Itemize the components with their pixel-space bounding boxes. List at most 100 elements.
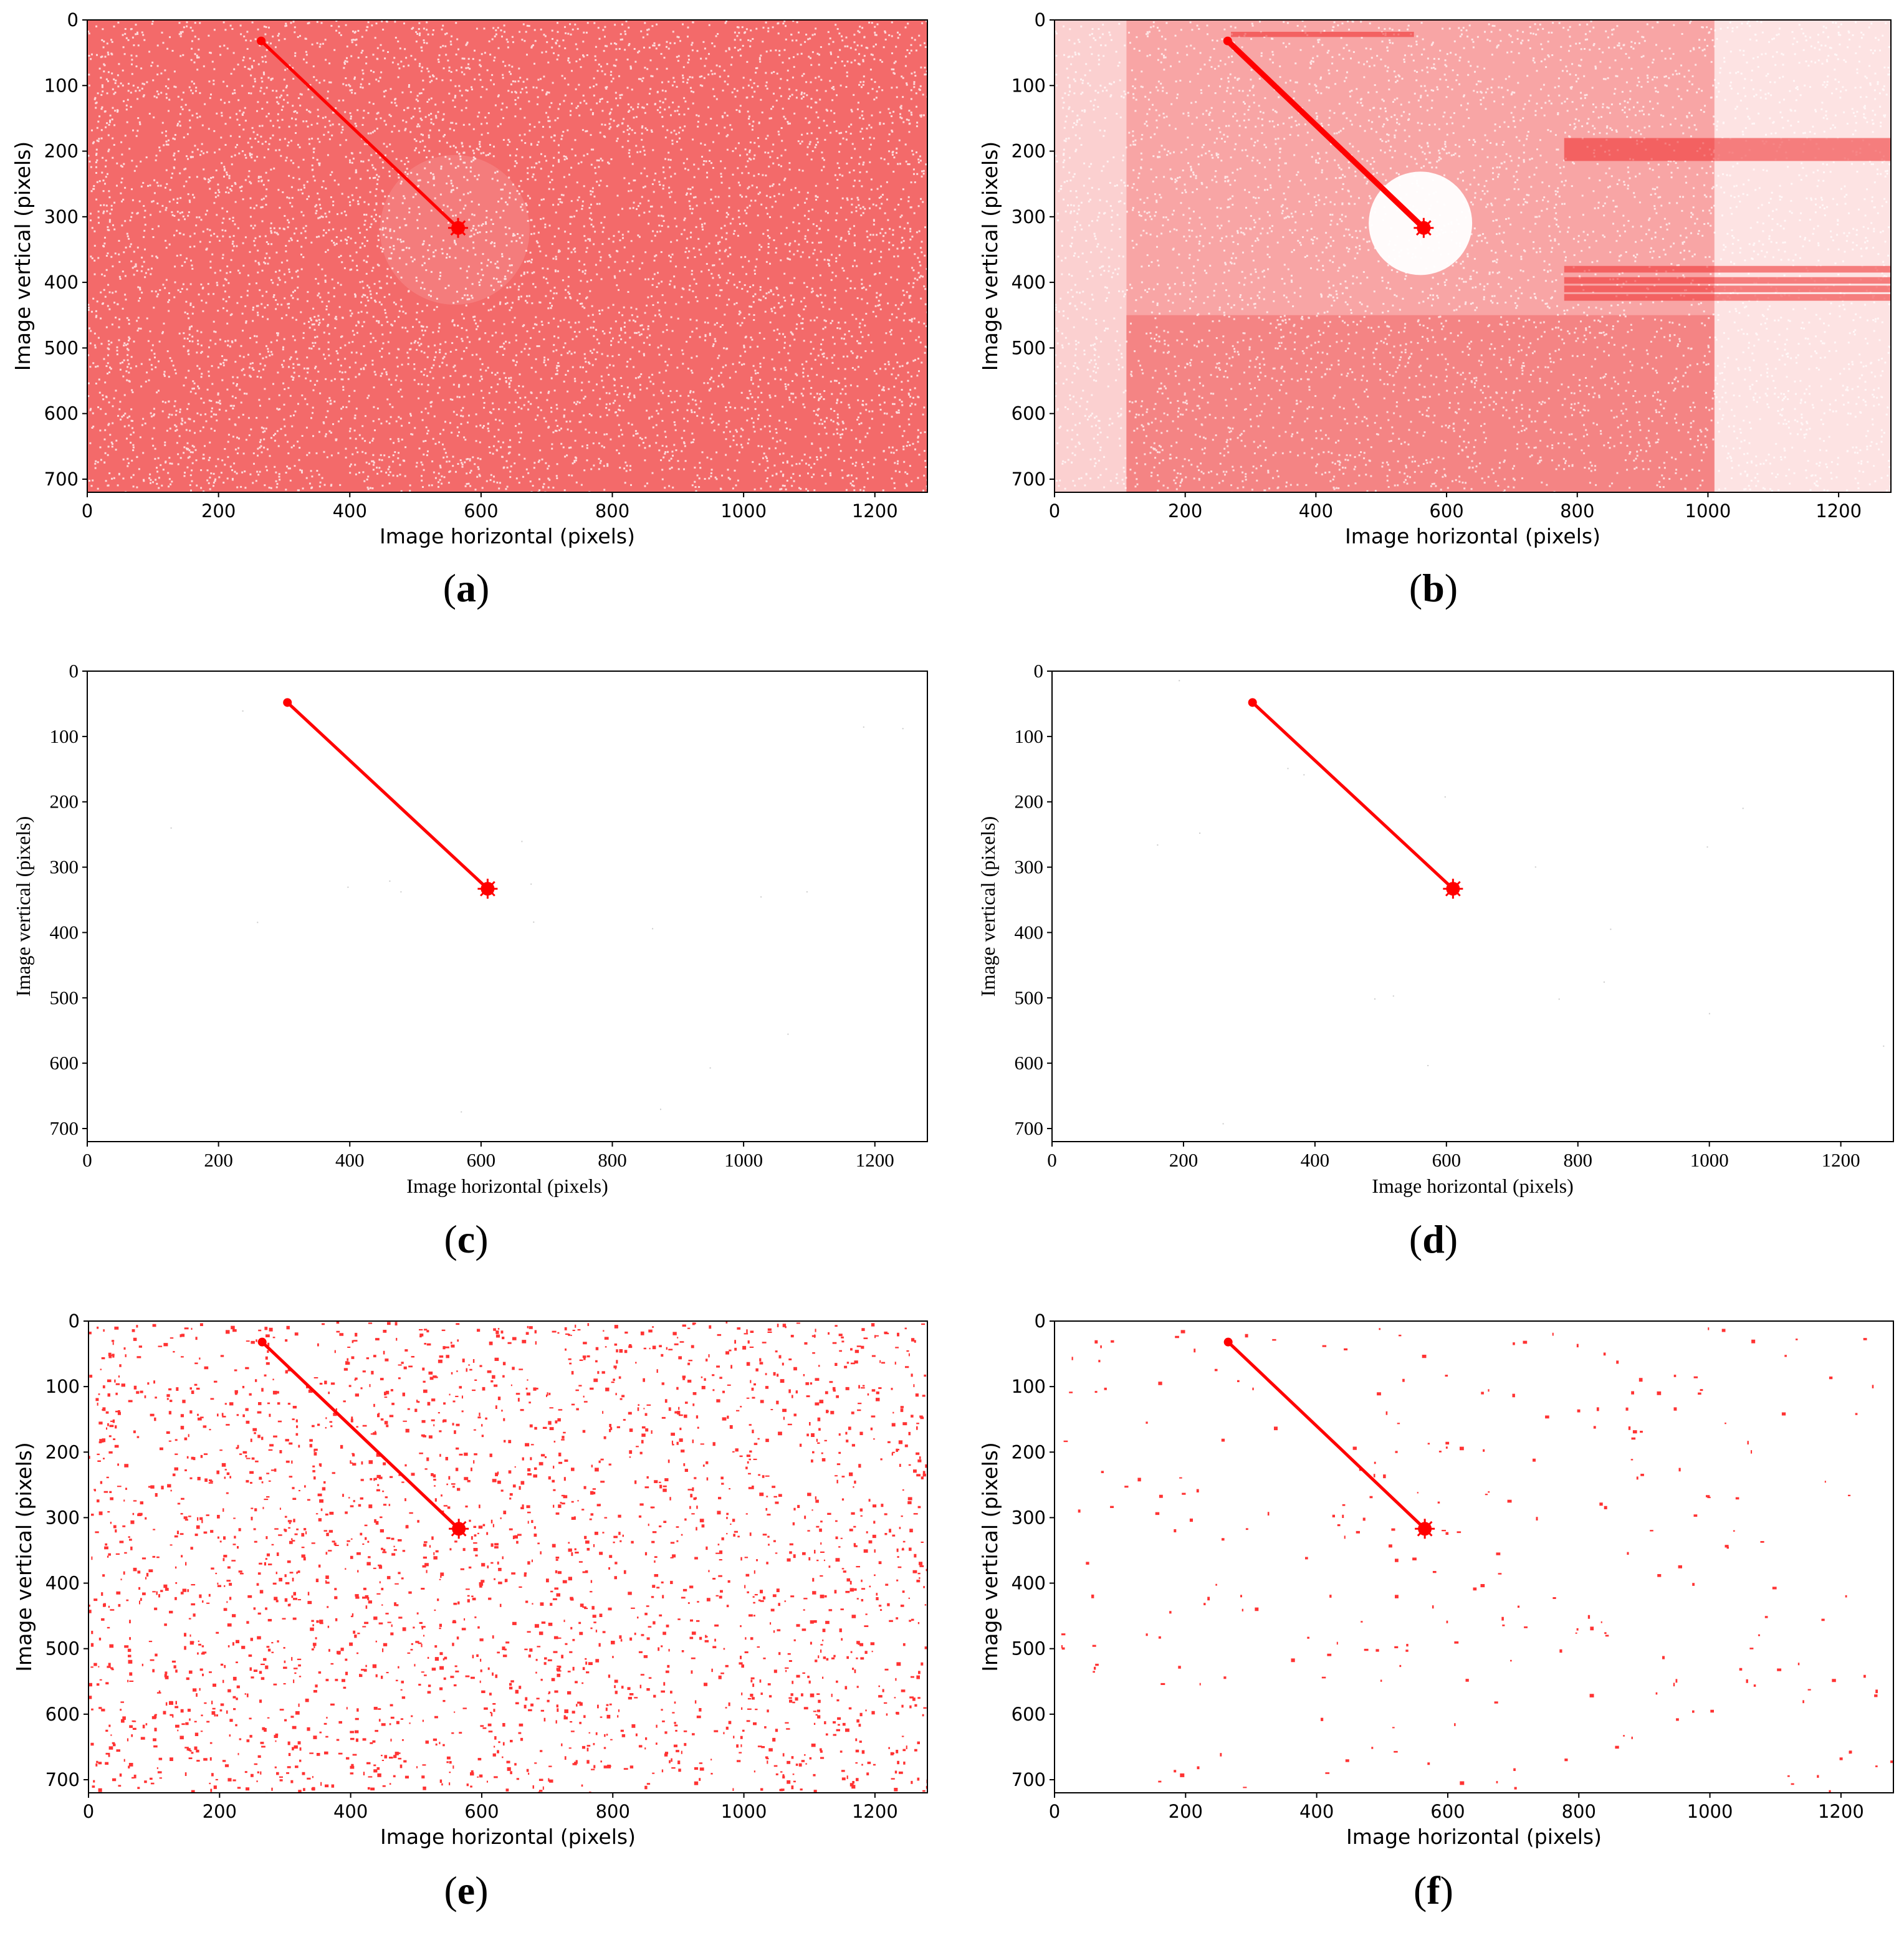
- y-tick-label: 100: [1012, 75, 1046, 96]
- x-tick-label: 400: [1299, 500, 1333, 522]
- x-tick-label: 1000: [720, 500, 767, 522]
- panel-caption: (d): [1409, 1217, 1458, 1261]
- x-tick-label: 400: [1299, 1801, 1334, 1822]
- y-tick-label: 200: [1012, 141, 1046, 162]
- y-tick-label: 600: [45, 1704, 80, 1725]
- plot-area-d: [1052, 671, 1893, 1142]
- plot-frame: [1051, 671, 1894, 1142]
- y-tick-label: 0: [1035, 9, 1046, 31]
- caption-close-paren: ): [1440, 1868, 1453, 1912]
- y-tick-label: 700: [45, 1769, 80, 1790]
- plot-background: [1052, 671, 1893, 1142]
- plot-area-f: [1055, 1321, 1893, 1793]
- y-tick-label: 200: [1012, 1441, 1046, 1463]
- x-tick-label: 200: [201, 500, 236, 522]
- x-tick-label: 600: [1430, 1801, 1465, 1822]
- streak-end-burst: [450, 220, 459, 229]
- streak-line: [261, 1340, 461, 1530]
- y-tick-label: 500: [1012, 337, 1046, 358]
- plot-frame: [87, 19, 928, 493]
- panel-b: 0 200 400 600 800 1000 1200 0 100 200 300 400 500 600…: [978, 9, 1892, 610]
- y-tick-label: 600: [1012, 403, 1046, 424]
- y-tick-label: 700: [50, 1117, 79, 1139]
- y-tick-label: 500: [45, 1638, 80, 1659]
- x-tick-label: 200: [203, 1801, 237, 1822]
- panel-caption: (b): [1409, 566, 1458, 610]
- x-tick-label: 600: [464, 500, 498, 522]
- x-tick-label: 0: [1049, 1801, 1060, 1822]
- caption-close-paren: ): [476, 566, 489, 610]
- plot-frame: [1054, 1320, 1894, 1793]
- streak-end-burst: [1423, 227, 1432, 236]
- y-axis-label: Image vertical (pixels): [11, 141, 35, 371]
- y-tick-label: 300: [1012, 206, 1046, 227]
- streak-end-burst: [480, 881, 489, 890]
- y-tick-label: 300: [44, 206, 79, 227]
- x-tick-label: 200: [1168, 500, 1202, 522]
- caption-letter: e: [457, 1868, 475, 1912]
- streak-end-burst: [458, 1528, 467, 1537]
- streak-end-burst: [480, 888, 489, 897]
- streak-end-burst: [1415, 227, 1425, 236]
- streak-end-burst: [487, 888, 495, 897]
- y-axis-label: Image vertical (pixels): [12, 816, 34, 997]
- plot-frame: [88, 1320, 928, 1793]
- x-tick-label: 800: [595, 500, 629, 522]
- caption-close-paren: ): [475, 1217, 488, 1261]
- noise-field: [87, 20, 927, 492]
- panel-caption: (c): [444, 1217, 488, 1261]
- noise-band-left: [1055, 20, 1127, 492]
- caption-open-paren: (: [444, 1217, 457, 1261]
- panel-caption: (f): [1414, 1868, 1453, 1912]
- y-tick-label: 600: [1012, 1704, 1046, 1725]
- streak-line: [285, 700, 489, 890]
- y-axis-label: Image vertical (pixels): [977, 816, 999, 997]
- streak-end-burst: [457, 227, 466, 236]
- streak-end-burst: [1452, 888, 1461, 897]
- y-axis-label: Image vertical (pixels): [978, 141, 1002, 371]
- panel-caption: (e): [444, 1868, 488, 1912]
- noise-band-right: [1714, 20, 1891, 492]
- streak-start-point: [1223, 36, 1232, 45]
- caption-open-paren: (: [443, 566, 456, 610]
- caption-letter: f: [1427, 1868, 1440, 1912]
- y-tick-label: 400: [44, 272, 79, 293]
- x-tick-label: 0: [1049, 500, 1060, 522]
- plot-background: [1055, 1321, 1893, 1793]
- caption-open-paren: (: [444, 1868, 457, 1912]
- y-tick-label: 400: [45, 1573, 80, 1594]
- x-axis-label: Image horizontal (pixels): [1346, 1825, 1602, 1849]
- x-tick-label: 800: [596, 1801, 630, 1822]
- caption-close-paren: ): [1445, 1217, 1458, 1261]
- streak-end-burst: [1423, 220, 1432, 229]
- x-tick-label: 1000: [1685, 500, 1731, 522]
- x-axis-label: Image horizontal (pixels): [406, 1175, 608, 1197]
- y-tick-label: 200: [44, 141, 79, 162]
- y-tick-label: 600: [1015, 1052, 1044, 1074]
- y-tick-label: 100: [1012, 1376, 1046, 1397]
- y-tick-label: 600: [44, 403, 79, 424]
- streak-end-burst: [1445, 888, 1454, 897]
- plot-frame: [87, 671, 928, 1142]
- streak-end-burst: [451, 1528, 460, 1537]
- x-axis-label: Image horizontal (pixels): [1372, 1175, 1573, 1197]
- streak-end-burst: [450, 227, 459, 236]
- y-tick-label: 500: [50, 986, 79, 1008]
- caption-open-paren: (: [1409, 1217, 1422, 1261]
- x-axis-label: Image horizontal (pixels): [1345, 524, 1600, 548]
- y-tick-label: 500: [1015, 986, 1044, 1008]
- streak-line: [259, 39, 460, 230]
- x-tick-label: 600: [467, 1149, 496, 1171]
- x-tick-label: 1000: [1690, 1149, 1729, 1171]
- x-tick-label: 0: [83, 1801, 94, 1822]
- y-tick-label: 0: [1035, 1310, 1046, 1332]
- y-tick-label: 0: [1034, 660, 1044, 682]
- y-tick-label: 100: [50, 725, 79, 747]
- caption-close-paren: ): [1445, 566, 1458, 610]
- streak-line: [1227, 1340, 1427, 1530]
- caption-letter: d: [1422, 1217, 1445, 1261]
- plot-frame: [1054, 19, 1892, 493]
- x-tick-label: 1200: [1818, 1801, 1864, 1822]
- plot-area-c: [87, 671, 927, 1142]
- y-tick-label: 500: [1012, 1638, 1046, 1659]
